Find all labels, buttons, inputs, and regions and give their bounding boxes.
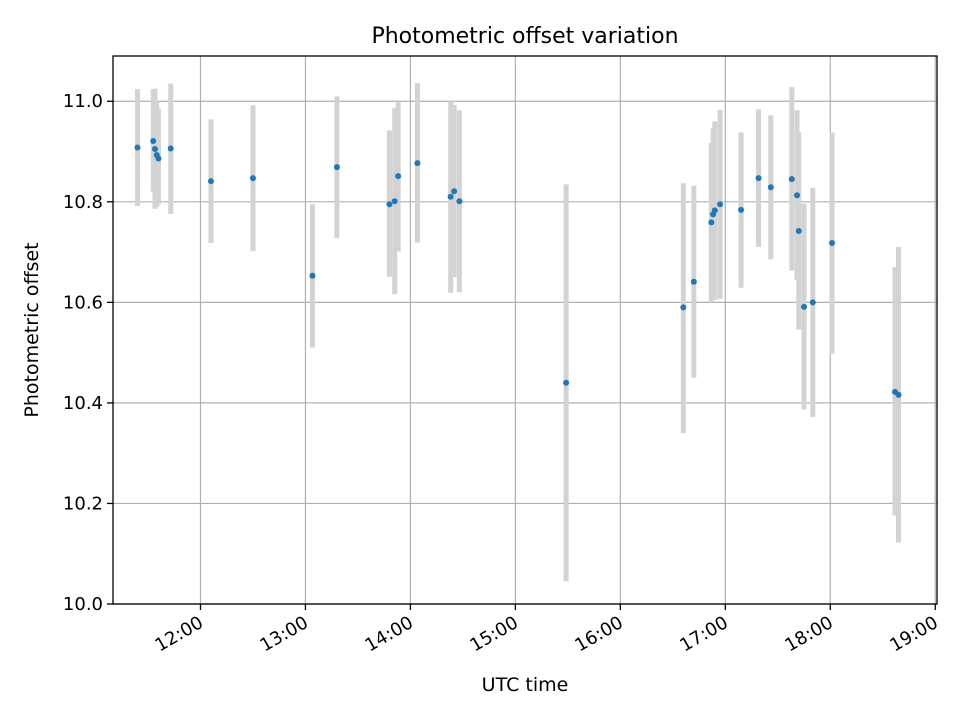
- x-tick-label: 17:00: [676, 612, 731, 656]
- data-point: [333, 164, 340, 171]
- x-tick-label: 16:00: [571, 612, 626, 656]
- data-point: [767, 184, 774, 191]
- data-point: [738, 206, 745, 213]
- data-point: [414, 160, 421, 167]
- data-point: [690, 278, 697, 285]
- data-point: [386, 201, 393, 208]
- y-tick-label: 10.0: [63, 594, 103, 615]
- chart-title: Photometric offset variation: [371, 24, 678, 49]
- data-point: [795, 227, 802, 234]
- y-tick-label: 11.0: [63, 91, 103, 112]
- x-axis-label: UTC time: [482, 674, 569, 696]
- plot-frame: [112, 55, 938, 605]
- data-point: [829, 240, 836, 247]
- data-point: [801, 303, 808, 310]
- data-point: [809, 299, 816, 306]
- y-tick-label: 10.6: [63, 292, 103, 313]
- x-tick-label: 13:00: [257, 612, 312, 656]
- data-point: [395, 173, 402, 180]
- y-tick-label: 10.8: [63, 192, 103, 213]
- y-tick-label: 10.4: [63, 393, 103, 414]
- data-point: [134, 144, 141, 151]
- y-axis-label: Photometric offset: [21, 242, 43, 417]
- x-tick-label: 15:00: [466, 612, 521, 656]
- data-point: [755, 175, 762, 182]
- data-point: [794, 192, 801, 199]
- data-point: [563, 379, 570, 386]
- data-point: [447, 193, 454, 200]
- x-tick-label: 14:00: [361, 612, 416, 656]
- x-axis-ticks: 12:00 13:00 14:00 15:00 16:00 17:00 18:00 19:00: [152, 604, 942, 656]
- error-bars: [134, 83, 902, 582]
- data-points: [134, 137, 902, 398]
- x-tick-label: 19:00: [886, 612, 941, 656]
- data-point: [451, 188, 458, 195]
- data-point: [680, 304, 687, 311]
- data-point: [151, 146, 158, 153]
- data-point: [155, 155, 162, 162]
- data-point: [788, 176, 795, 183]
- data-point: [717, 201, 724, 208]
- data-point: [895, 391, 902, 398]
- y-axis-ticks: 10.0 10.2 10.4 10.6 10.8 11.0: [63, 91, 113, 615]
- data-point: [207, 178, 214, 185]
- x-tick-label: 18:00: [781, 612, 836, 656]
- data-point: [391, 198, 398, 205]
- data-point: [711, 207, 718, 214]
- data-point: [150, 137, 157, 144]
- data-point: [456, 198, 463, 205]
- y-tick-label: 10.2: [63, 493, 103, 514]
- data-point: [167, 145, 174, 152]
- data-point: [309, 272, 316, 279]
- data-point: [249, 175, 256, 182]
- x-tick-label: 12:00: [152, 612, 207, 656]
- data-point: [708, 219, 715, 226]
